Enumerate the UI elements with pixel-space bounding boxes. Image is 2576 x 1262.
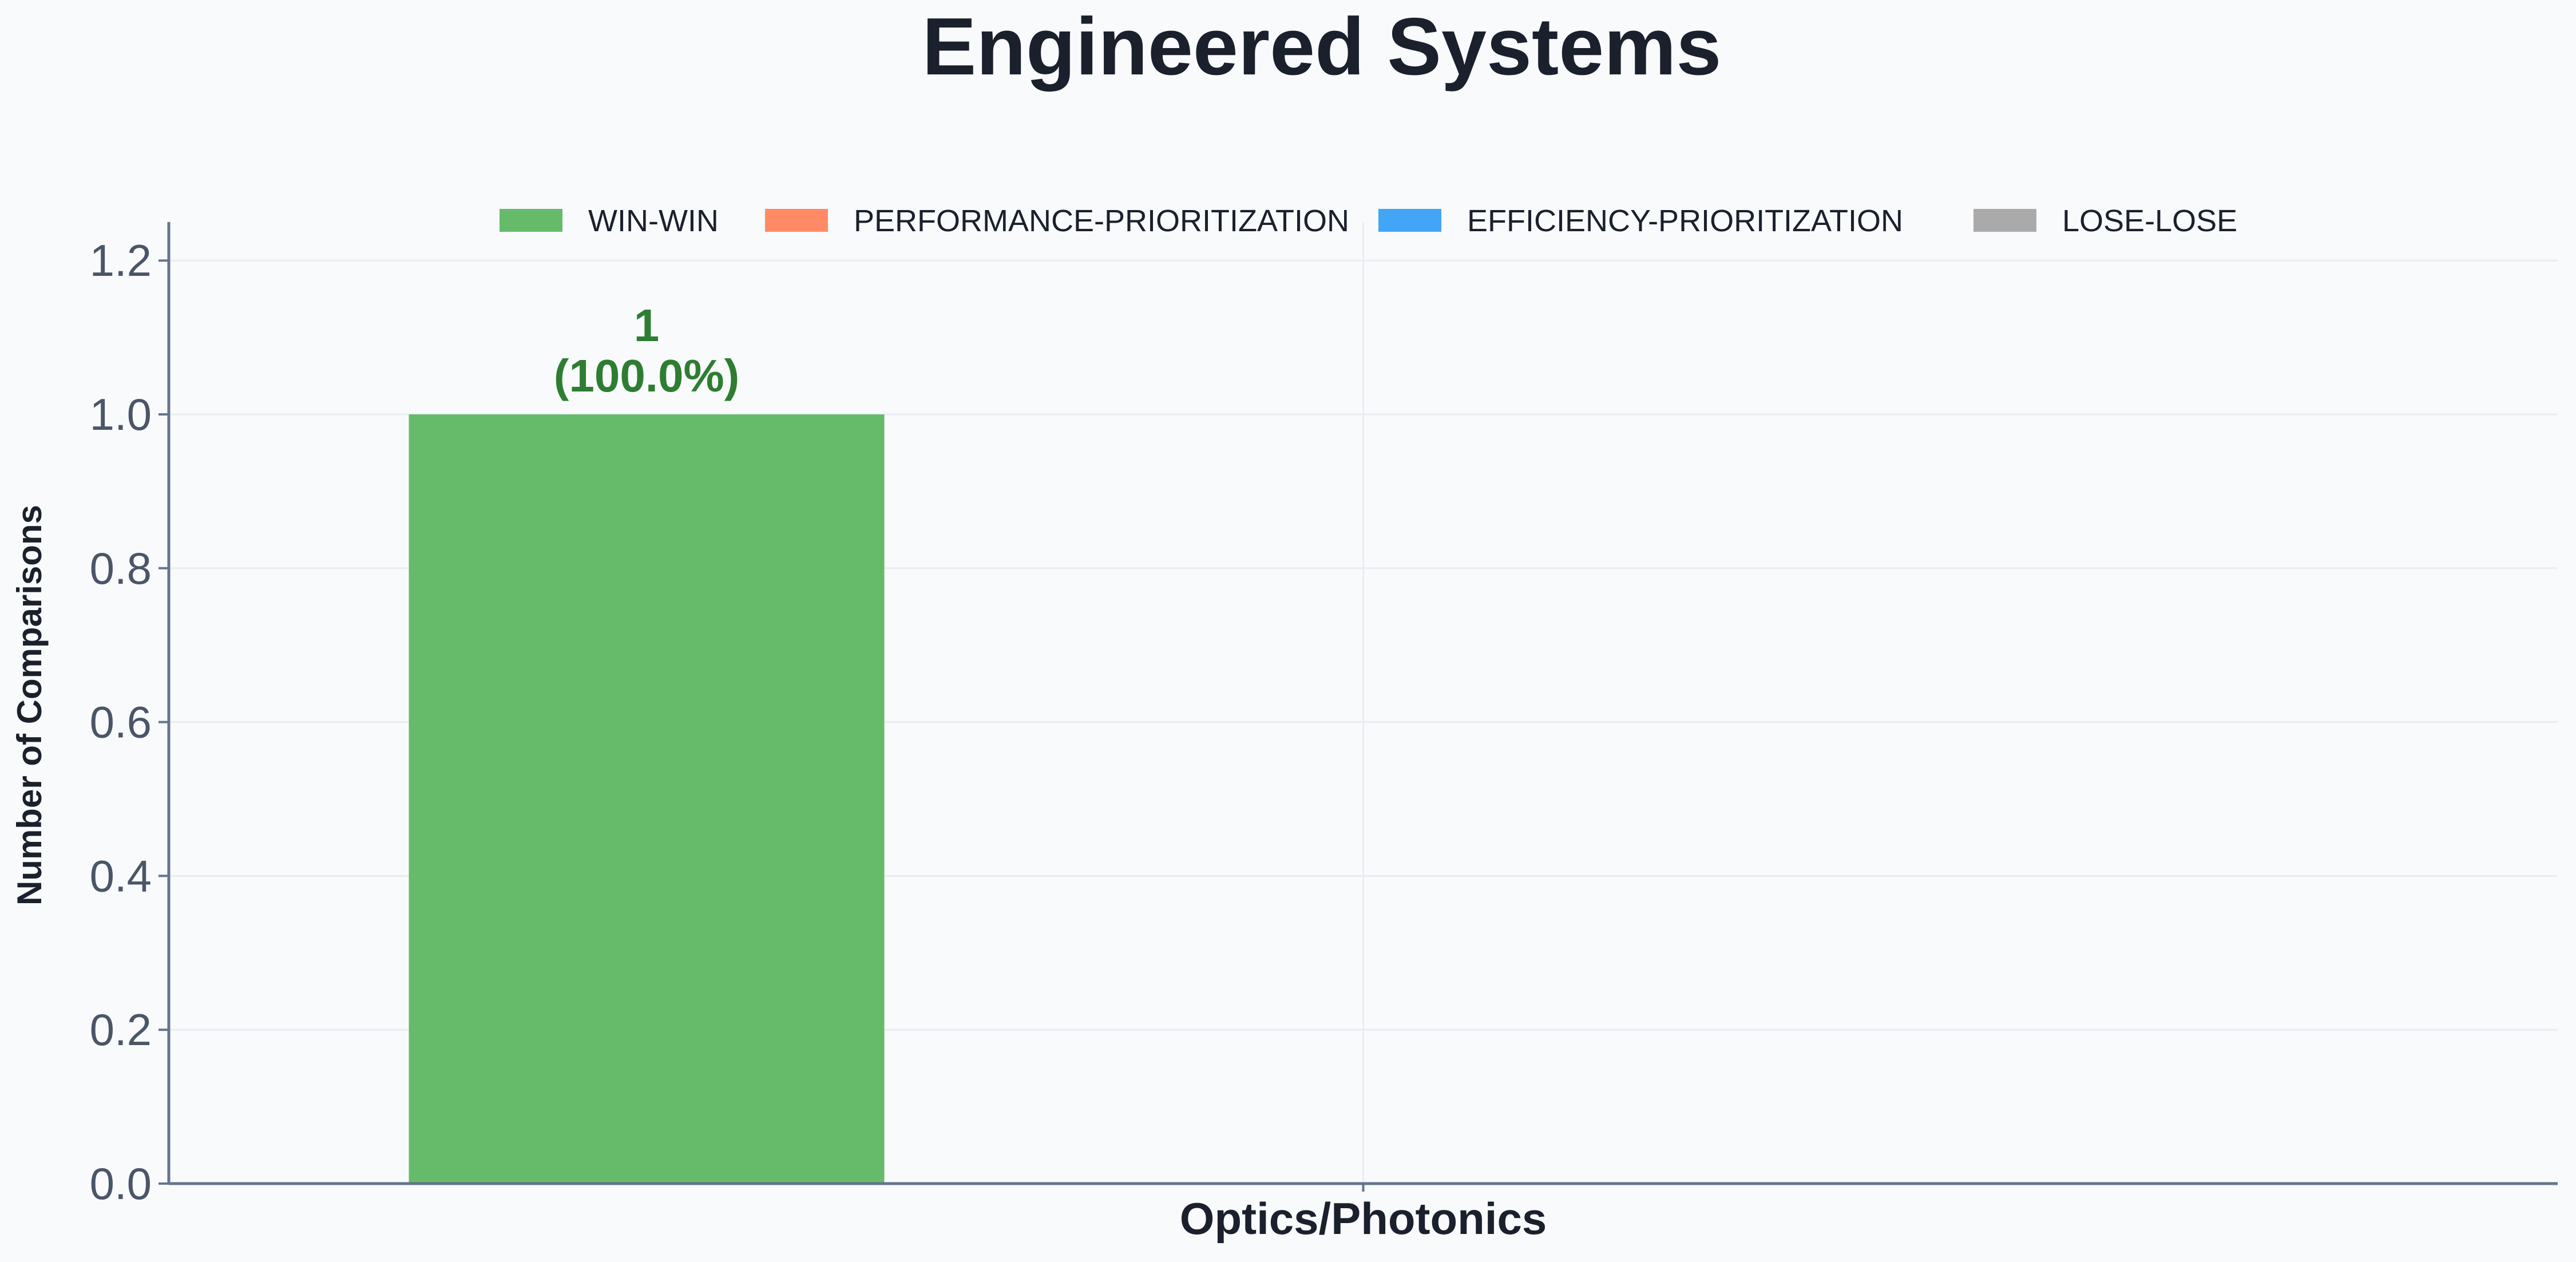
legend-label-win-win: WIN-WIN bbox=[588, 204, 719, 238]
bar-data-label: 1 bbox=[634, 300, 660, 351]
bar-data-label: (100.0%) bbox=[554, 350, 740, 401]
legend-swatch-win-win bbox=[500, 209, 562, 232]
y-tick-label: 0.2 bbox=[90, 1004, 152, 1055]
y-tick-label: 0.4 bbox=[90, 850, 152, 901]
plot-area: 1(100.0%) 0.0 0.2 0.4 0.6 0.8 1.0 1.2 Optics/Pho… bbox=[90, 204, 2558, 1244]
legend-label-performance-prioritization: PERFORMANCE-PRIORITIZATION bbox=[854, 204, 1349, 238]
legend-swatch-lose-lose bbox=[1973, 209, 2036, 232]
y-tick-label: 0.0 bbox=[90, 1158, 152, 1209]
x-tick-label: Optics/Photonics bbox=[1180, 1193, 1547, 1244]
legend-swatch-performance-prioritization bbox=[765, 209, 828, 232]
legend-label-efficiency-prioritization: EFFICIENCY-PRIORITIZATION bbox=[1467, 204, 1903, 238]
y-tick-label: 1.0 bbox=[90, 389, 152, 440]
y-tick-label: 0.6 bbox=[90, 697, 152, 747]
bar-win-win bbox=[409, 414, 885, 1184]
y-tick-label: 1.2 bbox=[90, 235, 152, 286]
chart-title: Engineered Systems bbox=[922, 1, 1722, 92]
legend-swatch-efficiency-prioritization bbox=[1378, 209, 1441, 232]
legend-label-lose-lose: LOSE-LOSE bbox=[2062, 204, 2237, 238]
y-axis-label: Number of Comparisons bbox=[10, 505, 49, 905]
y-tick-label: 0.8 bbox=[90, 543, 152, 594]
